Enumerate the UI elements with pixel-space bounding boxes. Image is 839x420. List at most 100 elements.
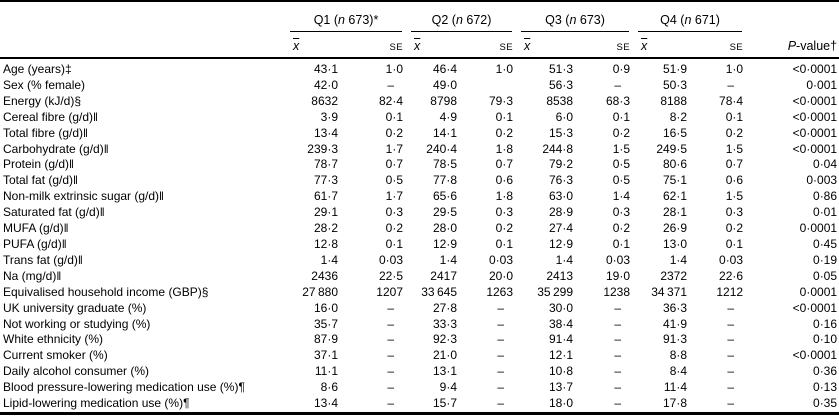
row-label: White ethnicity (%) — [3, 332, 104, 347]
q1-mean-header: x — [282, 32, 338, 59]
q2-se-cell: 79·3 — [488, 93, 514, 108]
q1-prefix: Q1 ( — [313, 13, 338, 27]
q2-mean-cell: 65·6 — [432, 189, 457, 204]
q3-se-cell: 0·5 — [612, 157, 631, 172]
row-label: Not working or studying (%) — [3, 316, 151, 331]
q4-mean-cell: 36·3 — [663, 300, 688, 315]
q4-se-cell: – — [727, 77, 735, 92]
q4-se-cell: – — [727, 364, 735, 379]
p-value-cell: <0·0001 — [792, 109, 838, 124]
q1-se-cell: 0·7 — [385, 157, 403, 172]
q3-se-cell: 0·2 — [612, 221, 631, 236]
p-value-cell: <0·0001 — [792, 62, 838, 76]
q2-se-cell: 0·03 — [488, 252, 514, 267]
q1-mean-cell: 29·1 — [313, 205, 338, 220]
group-label-q4: Q4 (n 671) — [638, 13, 743, 32]
q4-se-header: SE — [687, 32, 744, 59]
q2-se-cell: 0·7 — [495, 157, 514, 172]
q4-mean-cell: 8·8 — [669, 348, 688, 363]
q3-mean-cell: 8538 — [546, 93, 574, 108]
q1-n-symbol: n — [338, 13, 345, 27]
group-label-q2: Q2 (n 672) — [411, 13, 513, 32]
q1-se-cell: 0·5 — [385, 173, 403, 188]
q4-se-cell: 0·1 — [725, 109, 744, 124]
row-label: UK university graduate (%) — [3, 300, 147, 315]
row-label: Sex (% female) — [3, 77, 86, 92]
q2-se-cell: – — [497, 396, 505, 411]
q4-mean-cell: 91·3 — [663, 332, 688, 347]
row-label: Trans fat (g/d)‖ — [3, 252, 83, 267]
q2-mean-header: x — [403, 32, 457, 59]
table-row: UK university graduate (%) 16·0 – 27·8 –… — [0, 301, 839, 317]
q2-mean-cell: 21·0 — [432, 348, 457, 363]
q3-se-cell: 0·3 — [612, 205, 631, 220]
row-label: Saturated fat (g/d)‖ — [3, 205, 105, 220]
q2-mean-cell: 33 645 — [421, 284, 457, 299]
q4-prefix: Q4 ( — [660, 13, 685, 27]
q2-mean-cell: 46·4 — [432, 62, 457, 76]
q3-se-cell: – — [614, 316, 622, 331]
p-value-cell: <0·0001 — [792, 125, 838, 140]
q3-se-cell: – — [614, 380, 622, 395]
table-row: Not working or studying (%) 35·7 – 33·3 … — [0, 317, 839, 333]
q2-se-cell: 1263 — [486, 284, 514, 299]
table-body: Age (years)‡ 43·1 1·0 46·4 1·0 51·3 0·9 … — [0, 58, 839, 413]
q4-se-cell: 0·3 — [725, 205, 744, 220]
q3-se-cell: 1·5 — [612, 141, 631, 156]
q2-mean-cell: 49·0 — [432, 77, 457, 92]
q3-se-cell: 0·1 — [612, 236, 631, 251]
q3-mean-cell: 13·7 — [548, 380, 574, 395]
q1-mean-cell: 8632 — [311, 93, 338, 108]
p-value-cell: <0·0001 — [792, 348, 838, 363]
row-label: PUFA (g/d)‖ — [3, 236, 67, 251]
q1-mean-cell: 35·7 — [313, 316, 338, 331]
p-value-cell: 0·86 — [813, 189, 838, 204]
table-row: Carbohydrate (g/d)‖ 239·3 1·7 240·4 1·8 … — [0, 142, 839, 158]
q2-n-symbol: n — [455, 13, 463, 27]
q1-mean-cell: 77·3 — [313, 173, 338, 188]
q2-mean-cell: 12·9 — [432, 236, 457, 251]
q1-se-cell: – — [387, 396, 394, 411]
q3-se-cell: 0·5 — [612, 173, 631, 188]
q4-mean-cell: 75·1 — [663, 173, 688, 188]
subheader-row: x SE x SE x SE x SE P-value† — [0, 32, 839, 59]
q3-mean-cell: 28·9 — [548, 205, 574, 220]
p-value-cell: 0·16 — [813, 316, 838, 331]
q1-suffix: 673)* — [344, 13, 379, 27]
q4-mean-cell: 51·9 — [663, 62, 688, 76]
row-label: MUFA (g/d)‖ — [3, 221, 69, 236]
table-row: Blood pressure-lowering medication use (… — [0, 380, 839, 396]
q4-mean-cell: 8·2 — [669, 109, 688, 124]
q1-mean-cell: 87·9 — [313, 332, 338, 347]
q4-se-cell: 1·5 — [725, 189, 744, 204]
p-value-cell: 0·001 — [806, 77, 838, 92]
q4-se-cell: 0·03 — [719, 252, 744, 267]
q3-se-cell: 0·2 — [612, 125, 631, 140]
table-row: Daily alcohol consumer (%) 11·1 – 13·1 –… — [0, 364, 839, 380]
mean-symbol: x — [293, 39, 300, 53]
q2-se-cell: 0·6 — [495, 173, 514, 188]
q2-mean-cell: 28·0 — [432, 221, 457, 236]
group-label-q1: Q1 (n 673)* — [290, 13, 402, 32]
row-label: Age (years)‡ — [3, 62, 72, 76]
q3-se-cell: 68·3 — [606, 93, 631, 108]
q4-se-cell: 0·1 — [725, 236, 744, 251]
q3-se-cell: 1238 — [603, 284, 631, 299]
q1-se-cell: 0·1 — [385, 109, 403, 124]
q2-se-cell: 0·2 — [495, 221, 514, 236]
p-value-cell: 0·0001 — [799, 221, 838, 236]
p-value-cell: <0·0001 — [792, 141, 838, 156]
q1-se-cell: – — [387, 300, 394, 315]
q4-mean-cell: 249·5 — [656, 141, 688, 156]
q4-se-cell: 0·6 — [725, 173, 744, 188]
q1-se-cell: 1·7 — [385, 189, 403, 204]
q2-mean-cell: 240·4 — [426, 141, 457, 156]
q3-mean-cell: 15·3 — [548, 125, 574, 140]
q3-mean-cell: 35 299 — [537, 284, 574, 299]
q3-mean-cell: 12·9 — [548, 236, 574, 251]
se-label: SE — [616, 42, 631, 53]
q3-mean-cell: 2413 — [546, 268, 574, 283]
table-row: Total fat (g/d)‖ 77·3 0·5 77·8 0·6 76·3 … — [0, 173, 839, 189]
